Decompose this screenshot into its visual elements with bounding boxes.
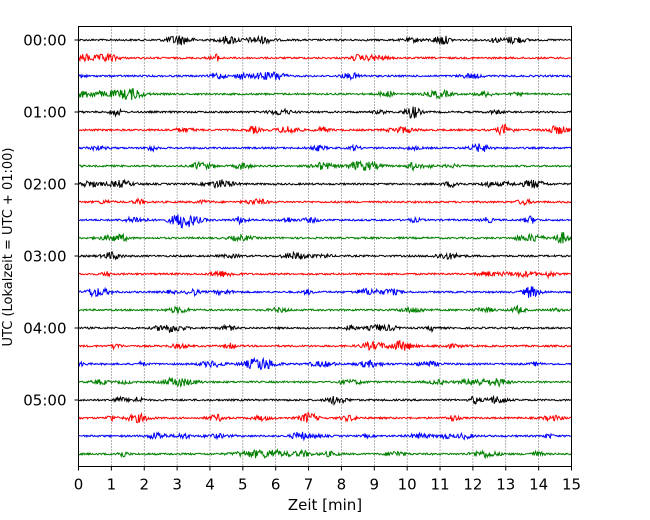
seismic-trace — [78, 214, 572, 229]
seismic-traces — [78, 34, 572, 460]
seismic-trace — [78, 447, 572, 460]
seismic-trace — [78, 159, 572, 172]
seismic-trace — [78, 106, 572, 119]
seismic-trace — [78, 356, 572, 370]
x-tick-label: 4 — [205, 476, 215, 494]
x-tick-label: 3 — [172, 476, 182, 494]
x-tick-label: 12 — [463, 476, 482, 494]
seismic-trace — [78, 304, 572, 315]
y-tick-label: 01:00 — [23, 104, 66, 122]
seismic-trace — [78, 34, 572, 46]
y-tick-label: 04:00 — [23, 320, 66, 338]
seismic-trace — [78, 197, 572, 207]
x-tick-label: 9 — [370, 476, 380, 494]
seismic-trace — [78, 123, 572, 137]
y-tick-label: 05:00 — [23, 392, 66, 410]
seismic-trace — [78, 178, 572, 189]
seismic-trace — [78, 52, 572, 63]
seismic-trace — [78, 286, 572, 298]
seismic-trace — [78, 71, 572, 81]
y-axis-ticks: 00:00 01:00 02:00 03:00 04:00 05:00 — [23, 32, 79, 410]
y-tick-label: 02:00 — [23, 176, 66, 194]
x-tick-label: 1 — [107, 476, 117, 494]
x-tick-label: 13 — [496, 476, 515, 494]
x-grid-lines — [111, 26, 539, 467]
plot-frame — [78, 26, 572, 467]
x-tick-label: 8 — [337, 476, 347, 494]
x-tick-label: 0 — [74, 476, 84, 494]
x-tick-label: 2 — [139, 476, 149, 494]
x-tick-label: 7 — [304, 476, 314, 494]
x-tick-label: 10 — [398, 476, 417, 494]
y-tick-label: 03:00 — [23, 248, 66, 266]
x-tick-label: 5 — [238, 476, 248, 494]
y-tick-label: 00:00 — [23, 32, 66, 50]
seismic-trace — [78, 339, 572, 352]
x-axis-ticks: 0 1 2 3 4 5 6 7 8 9 10 11 12 13 14 15 — [74, 466, 581, 494]
seismic-trace — [78, 88, 572, 100]
y-axis-label: UTC (Lokalzeit = UTC + 01:00) — [1, 148, 16, 347]
seismic-trace — [78, 143, 572, 153]
seismic-trace — [78, 411, 572, 424]
seismic-trace — [78, 269, 572, 280]
seismic-trace — [78, 376, 572, 388]
seismic-trace — [78, 250, 572, 261]
seismic-trace — [78, 394, 572, 407]
x-tick-label: 14 — [529, 476, 548, 494]
x-tick-label: 11 — [430, 476, 449, 494]
x-tick-label: 6 — [271, 476, 281, 494]
seismic-trace — [78, 323, 572, 334]
seismic-trace — [78, 232, 572, 244]
x-axis-label: Zeit [min] — [288, 496, 362, 514]
seismic-trace — [78, 431, 572, 442]
x-tick-label: 15 — [562, 476, 581, 494]
